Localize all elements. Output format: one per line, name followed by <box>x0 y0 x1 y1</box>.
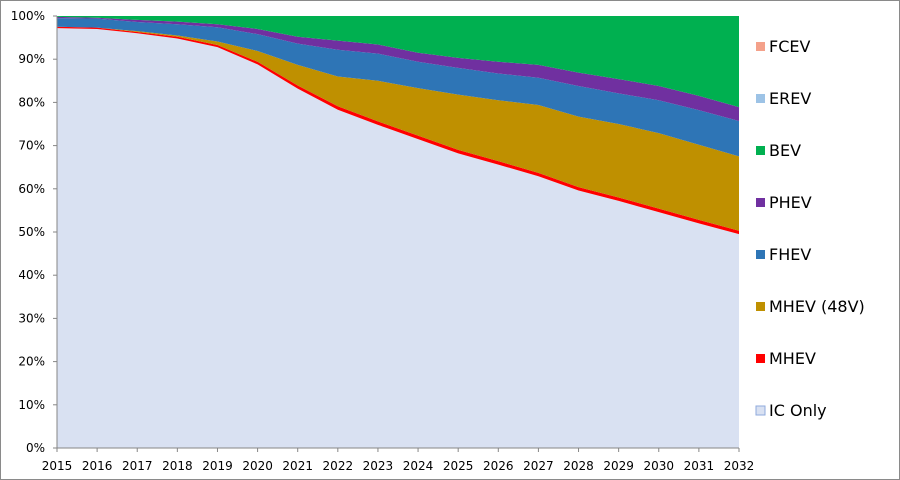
legend-label: IC Only <box>769 401 827 420</box>
legend-item: FHEV <box>756 245 811 264</box>
legend-swatch <box>755 405 766 416</box>
x-tick-label: 2029 <box>603 459 634 473</box>
x-tick-label: 2016 <box>82 459 113 473</box>
x-tick-label: 2026 <box>483 459 514 473</box>
y-tick-label: 40% <box>18 268 45 282</box>
legend-swatch <box>756 198 765 207</box>
y-tick-label: 10% <box>18 398 45 412</box>
x-tick-label: 2030 <box>643 459 674 473</box>
x-tick-label: 2027 <box>523 459 554 473</box>
legend-swatch <box>756 94 765 103</box>
legend-item: MHEV (48V) <box>756 297 865 316</box>
y-tick-label: 100% <box>11 9 45 23</box>
x-tick-label: 2022 <box>323 459 354 473</box>
x-tick-label: 2019 <box>202 459 233 473</box>
legend-swatch <box>756 42 765 51</box>
legend-label: PHEV <box>769 193 812 212</box>
legend-item: IC Only <box>755 401 827 420</box>
x-tick-label: 2025 <box>443 459 474 473</box>
y-tick-label: 0% <box>26 441 45 455</box>
y-tick-label: 50% <box>18 225 45 239</box>
x-tick-label: 2017 <box>122 459 153 473</box>
legend-item: PHEV <box>756 193 812 212</box>
x-tick-label: 2020 <box>242 459 273 473</box>
legend-label: BEV <box>769 141 801 160</box>
legend-swatch <box>756 250 765 259</box>
x-tick-label: 2015 <box>42 459 73 473</box>
x-tick-label: 2023 <box>363 459 394 473</box>
area-layer <box>57 16 739 448</box>
y-tick-label: 70% <box>18 139 45 153</box>
legend-item: BEV <box>756 141 801 160</box>
y-tick-labels: 0% 10% 20% 30% 40% 50% 60% 70% 80% 90% 100% <box>11 9 57 455</box>
area-mhev <box>57 26 739 235</box>
y-tick-label: 90% <box>18 52 45 66</box>
area-bev <box>57 16 739 108</box>
legend-label: FCEV <box>769 37 810 56</box>
x-tick-label: 2032 <box>724 459 755 473</box>
legend-swatch <box>756 146 765 155</box>
legend-swatch <box>756 302 765 311</box>
y-tick-label: 60% <box>18 182 45 196</box>
legend-item: FCEV <box>756 37 810 56</box>
x-tick-label: 2028 <box>563 459 594 473</box>
legend-label: EREV <box>769 89 811 108</box>
legend-label: FHEV <box>769 245 811 264</box>
x-tick-label: 2021 <box>282 459 313 473</box>
legend-swatch <box>756 354 765 363</box>
x-tick-label: 2031 <box>684 459 715 473</box>
legend-label: MHEV <box>769 349 816 368</box>
y-tick-label: 80% <box>18 95 45 109</box>
x-tick-label: 2024 <box>403 459 434 473</box>
x-tick-labels: 2015 2016 2017 2018 2019 2020 2021 2022 2023 2024… <box>42 448 755 473</box>
x-tick-label: 2018 <box>162 459 193 473</box>
legend-item: MHEV <box>756 349 816 368</box>
y-tick-label: 20% <box>18 355 45 369</box>
area-ic-only <box>57 28 739 448</box>
area-mhev-48v <box>57 26 739 231</box>
legend: FCEV EREV BEV PHEV FHEV MHEV (48V) MHEV IC Only <box>755 37 865 420</box>
legend-item: EREV <box>756 89 811 108</box>
legend-label: MHEV (48V) <box>769 297 865 316</box>
y-tick-label: 30% <box>18 311 45 325</box>
